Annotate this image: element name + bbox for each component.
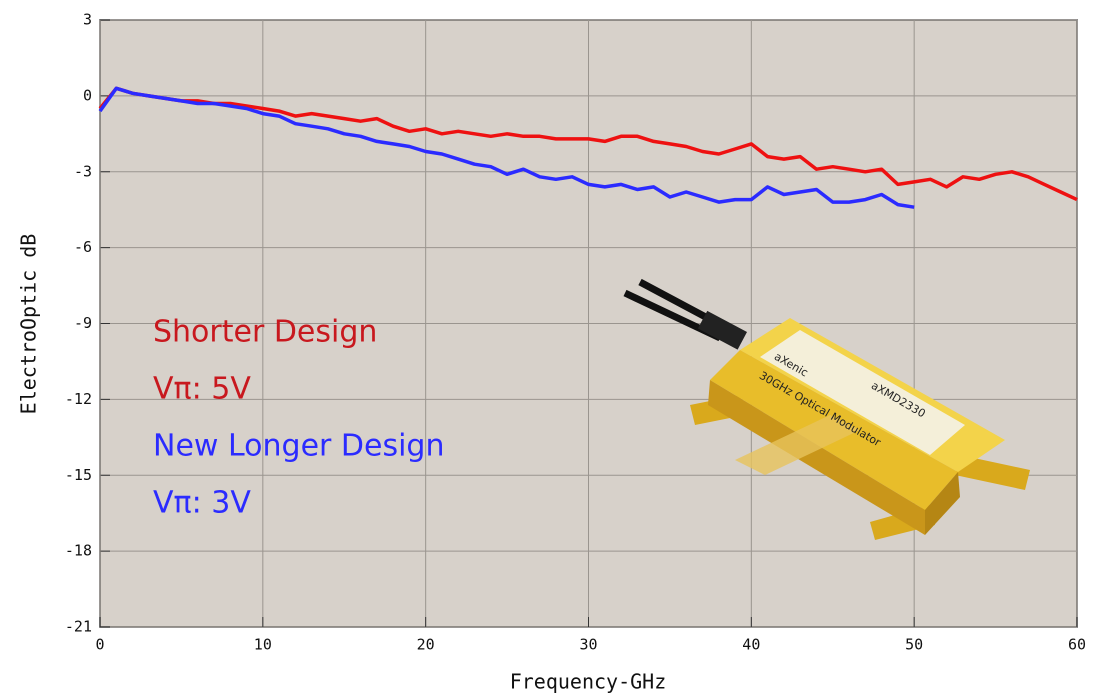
annotation: New Longer Design xyxy=(153,429,444,464)
y-tick-label: 3 xyxy=(83,11,92,29)
x-tick-label: 10 xyxy=(254,636,272,654)
y-tick-label: -3 xyxy=(74,162,92,180)
y-tick-label: -21 xyxy=(65,618,92,636)
x-tick-label: 60 xyxy=(1068,636,1086,654)
annotation: Vπ: 3V xyxy=(153,486,251,521)
x-tick-label: 0 xyxy=(95,636,104,654)
y-tick-label: -18 xyxy=(65,542,92,560)
x-tick-label: 40 xyxy=(742,636,760,654)
annotation: Shorter Design xyxy=(153,315,377,350)
y-tick-label: -6 xyxy=(74,238,92,256)
y-tick-label: -12 xyxy=(65,390,92,408)
annotation: Vπ: 5V xyxy=(153,372,251,407)
y-tick-label: -15 xyxy=(65,466,92,484)
y-tick-label: 0 xyxy=(83,86,92,104)
y-axis-title: ElectroOptic dB xyxy=(17,234,41,415)
x-tick-label: 50 xyxy=(905,636,923,654)
x-tick-label: 20 xyxy=(417,636,435,654)
x-tick-label: 30 xyxy=(579,636,597,654)
x-axis-title: Frequency-GHz xyxy=(510,670,667,694)
y-tick-label: -9 xyxy=(74,314,92,332)
chart: Frequency-GHz ElectroOptic dB 30-3-6-9-1… xyxy=(0,0,1099,700)
